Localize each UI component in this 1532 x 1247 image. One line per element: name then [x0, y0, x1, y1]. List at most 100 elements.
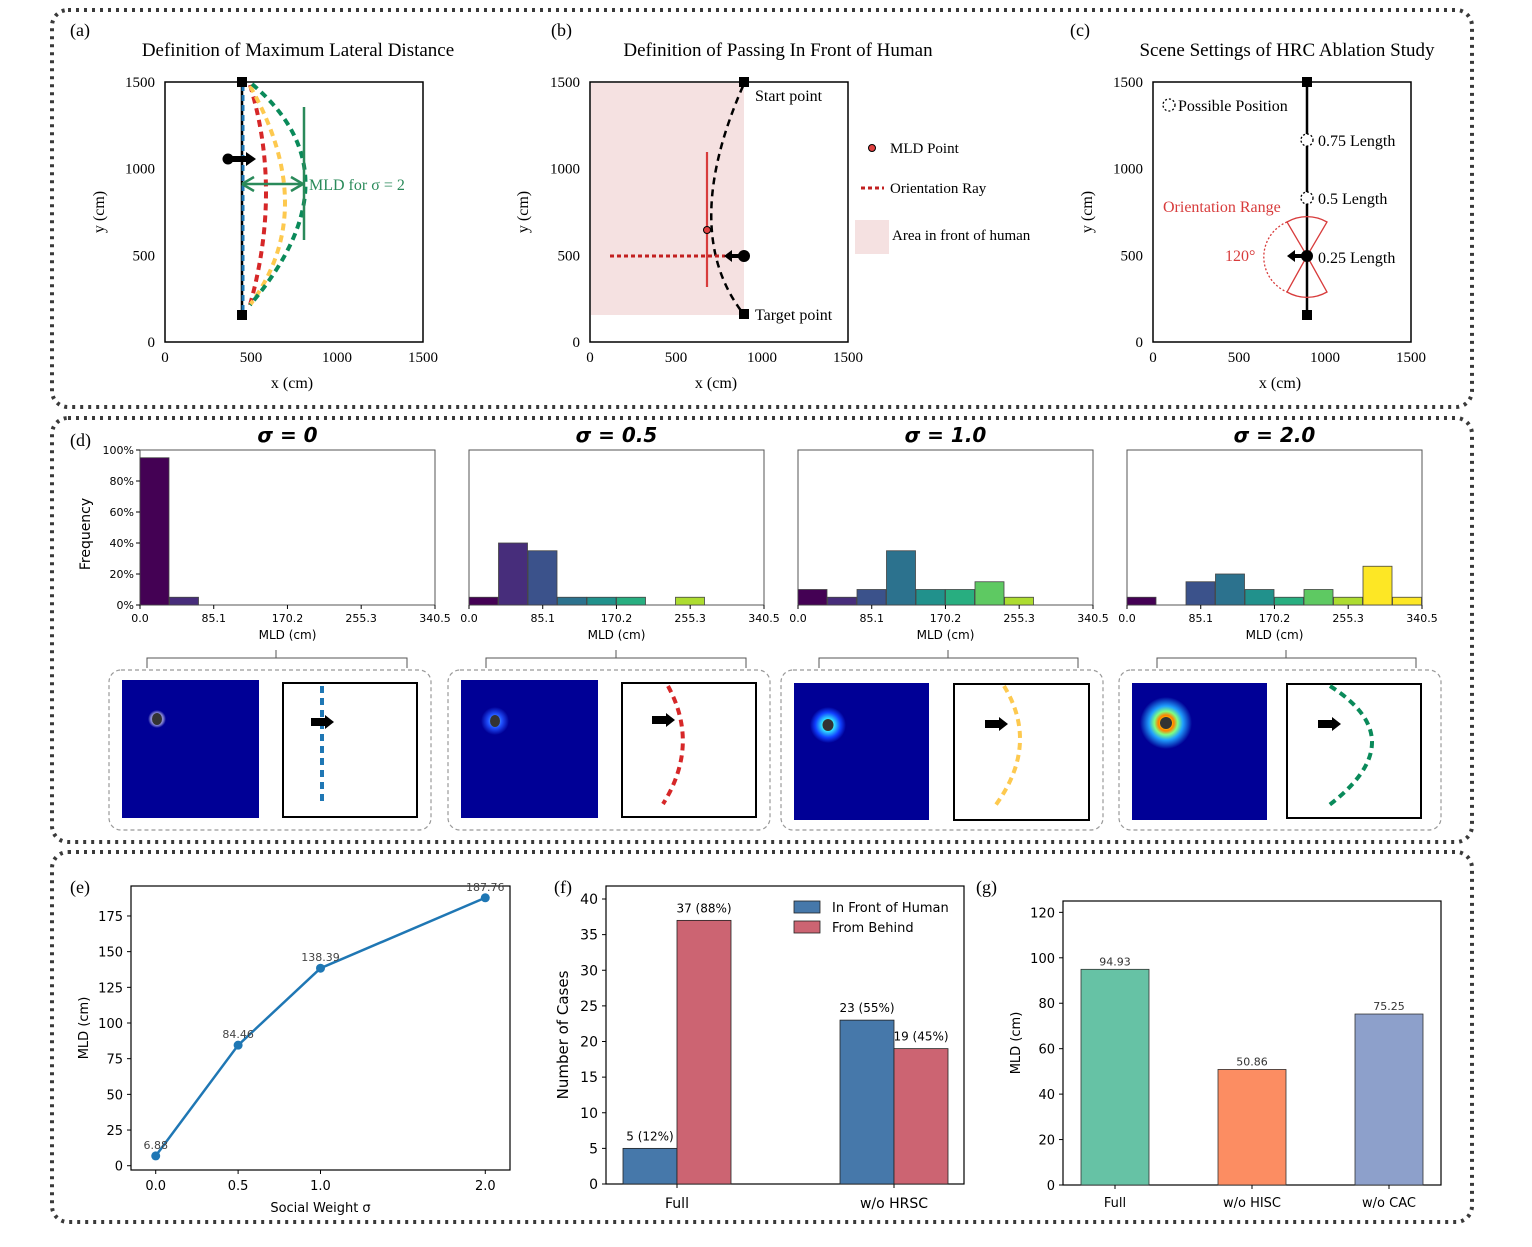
- histogram-bar: [1333, 596, 1363, 606]
- bar-label: 75.25: [1373, 1000, 1405, 1013]
- x-tick-label: 1500: [833, 350, 863, 366]
- bar: [1080, 968, 1150, 1186]
- x-tick-label: 255.3: [1332, 612, 1364, 625]
- panel-letter-e: (e): [70, 877, 90, 898]
- mld-arrowhead-left: [241, 175, 255, 193]
- legend-swatch: [793, 920, 821, 934]
- human-orientation-arrow-a: [228, 152, 256, 166]
- legend-swatch: [793, 900, 821, 914]
- data-point: [480, 893, 490, 903]
- y-tick-label: 1000: [550, 162, 580, 178]
- y-tick-label: 40: [580, 892, 598, 908]
- panel-e: (e) 0 25 50 75 100 125 150 175 0.0 0.5 1.0 2.0 6.88 8…: [70, 877, 511, 1216]
- start-marker-a: [237, 77, 247, 87]
- x-tick-label: 255.3: [1003, 612, 1035, 625]
- legend-label: From Behind: [832, 921, 914, 936]
- y-tick-label: 30: [580, 963, 598, 979]
- data-label: 138.39: [301, 951, 340, 964]
- y-tick-label: 125: [98, 981, 123, 996]
- histogram-bar: [557, 596, 587, 606]
- y-tick-label: 1500: [125, 75, 155, 91]
- histogram-bar: [1392, 596, 1422, 606]
- x-tick-label: 0.0: [1118, 612, 1136, 625]
- histogram-ylabel: Frequency: [78, 498, 94, 570]
- histogram-bar: [468, 596, 499, 606]
- histogram-bar: [886, 550, 916, 606]
- ylabel-a: y (cm): [91, 191, 108, 233]
- human-orientation-arrow-c: [1287, 250, 1307, 262]
- trajectory: [993, 684, 1022, 808]
- xlabel-b: x (cm): [695, 375, 737, 392]
- y-tick-label: 35: [580, 928, 598, 944]
- x-tick-label: 0.0: [131, 612, 149, 625]
- y-tick-label: 60%: [110, 506, 134, 519]
- y-tick-label: 80%: [110, 475, 134, 488]
- y-tick-label: 15: [580, 1070, 598, 1086]
- histogram-bar: [1004, 596, 1034, 606]
- y-tick-label: 25: [106, 1124, 123, 1139]
- y-tick-label: 40%: [110, 537, 134, 550]
- bar-label: 37 (88%): [676, 901, 731, 915]
- ylabel-c: y (cm): [1079, 191, 1096, 233]
- data-label: 84.46: [222, 1028, 254, 1041]
- y-tick-label: 5: [589, 1141, 598, 1157]
- bar-label: 94.93: [1099, 955, 1131, 968]
- start-point-label: Start point: [755, 88, 823, 105]
- panel-g: (g) 0 20 40 60 80 100 120 94.93 Full 50.86 w/o HIS…: [976, 877, 1442, 1211]
- y-tick-label: 120: [1030, 906, 1055, 921]
- panel-letter-d: (d): [70, 430, 91, 451]
- y-tick-label: 100%: [103, 444, 134, 457]
- panel-title-b: Definition of Passing In Front of Human: [623, 40, 933, 61]
- example-frame: [1118, 669, 1442, 831]
- histogram-title: σ = 0: [257, 423, 317, 447]
- example-sigma-05: [447, 669, 771, 831]
- x-tick-label: 1.0: [310, 1179, 331, 1194]
- x-axis-label: Social Weight σ: [270, 1201, 370, 1216]
- position-075-label: 0.75 Length: [1318, 133, 1395, 150]
- histogram-title: σ = 0.5: [576, 423, 658, 447]
- human-arrow-icon: [1318, 717, 1341, 731]
- trajectory-box: [621, 682, 757, 818]
- axes-a: [164, 81, 424, 343]
- bar-label: 50.86: [1236, 1055, 1268, 1068]
- bar: [839, 1019, 895, 1185]
- histogram-bar: [169, 596, 199, 606]
- possible-position-label: Possible Position: [1178, 98, 1288, 115]
- heatmap: [794, 683, 929, 820]
- legend-area-icon: [855, 220, 889, 254]
- bracket-sigma-05: [485, 650, 747, 668]
- mld-arrowhead-right: [290, 175, 304, 193]
- x-tick-label: 1000: [747, 350, 777, 366]
- panel-letter-a: (a): [70, 20, 90, 41]
- histogram-xlabel: MLD (cm): [259, 628, 317, 642]
- data-point: [233, 1040, 243, 1050]
- x-tick-label: 170.2: [930, 612, 962, 625]
- y-tick-label: 100: [98, 1017, 123, 1032]
- x-tick-label: Full: [665, 1196, 689, 1212]
- legend-b: MLD Point Orientation Ray Area in front …: [855, 141, 1031, 254]
- trajectory-box: [1286, 683, 1422, 819]
- heatmap-human: [1160, 717, 1172, 729]
- x-tick-label: 340.5: [419, 612, 451, 625]
- y-axis-label: MLD (cm): [77, 997, 92, 1060]
- histogram-xlabel: MLD (cm): [1246, 628, 1304, 642]
- orientation-range-label: Orientation Range: [1163, 199, 1281, 216]
- axes-e: [130, 885, 511, 1171]
- target-marker-b: [739, 309, 749, 319]
- histogram-bar: [856, 589, 887, 606]
- example-sigma-2: [1118, 669, 1442, 831]
- legend-mld-point-icon: [868, 144, 876, 152]
- panel-letter-g: (g): [976, 877, 997, 898]
- example-frame: [108, 669, 432, 831]
- data-point: [151, 1151, 161, 1161]
- y-tick-label: 100: [1030, 952, 1055, 967]
- histogram-bar: [1244, 589, 1275, 606]
- heatmap: [461, 680, 598, 818]
- x-tick-label: 1500: [408, 350, 438, 366]
- histogram-1: σ = 0 0.0 85.1 170.2 255.3 340.5 MLD (cm) 0% 20%…: [103, 423, 451, 642]
- x-tick-label: 170.2: [272, 612, 304, 625]
- bracket-sigma-2: [1156, 650, 1417, 668]
- y-tick-label: 0%: [117, 599, 134, 612]
- position-025-label: 0.25 Length: [1318, 250, 1395, 267]
- x-tick-label: 0.0: [145, 1179, 166, 1194]
